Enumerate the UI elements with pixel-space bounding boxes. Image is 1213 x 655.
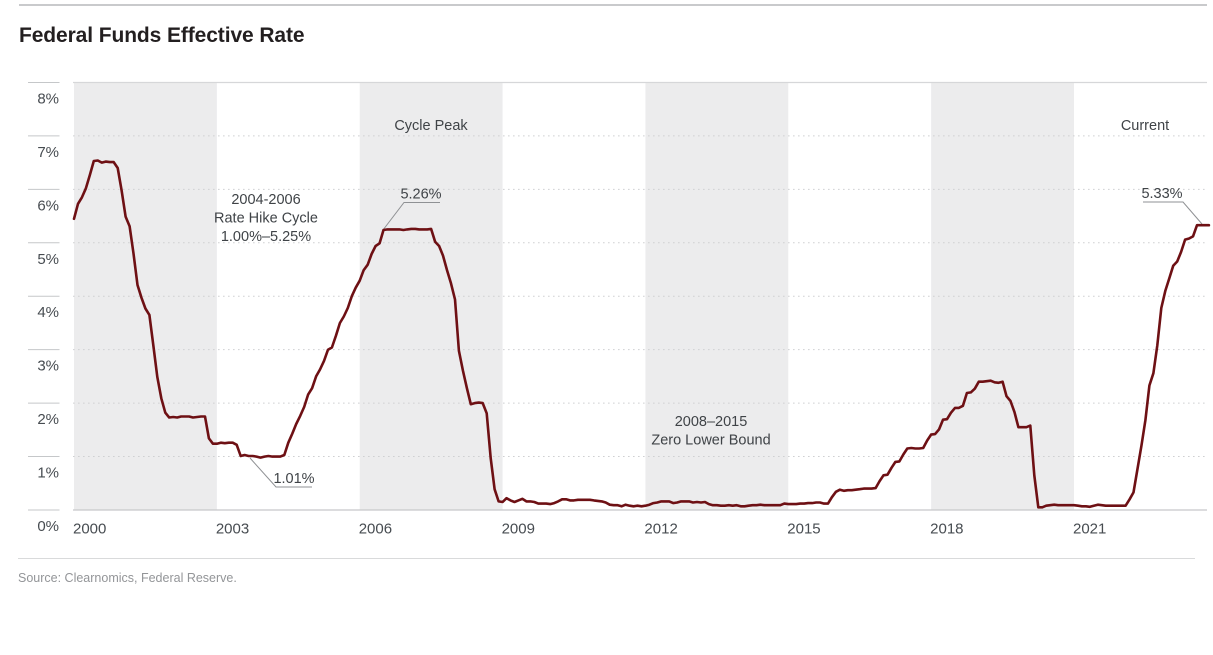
annotation-text: 5.33%: [1141, 186, 1182, 202]
rate-line: [72, 159, 1211, 509]
gridlines: [28, 81, 1207, 511]
y-axis-label: 3%: [37, 358, 59, 375]
source-note: Source: Clearnomics, Federal Reserve.: [18, 571, 237, 585]
x-axis-labels: 2000 2003 2006 2009 2012 2015 2018 2021: [73, 521, 1106, 538]
annotation-text: Rate Hike Cycle: [214, 211, 318, 227]
y-axis-label: 2%: [37, 411, 59, 428]
x-axis-label: 2009: [502, 521, 535, 538]
shaded-band: [931, 83, 1074, 510]
callout-leader-line: [1143, 201, 1203, 225]
y-axis-label: 4%: [37, 304, 59, 321]
annotation-text: 1.01%: [273, 471, 314, 487]
y-axis-label: 1%: [37, 465, 59, 482]
chart-title: Federal Funds Effective Rate: [19, 24, 305, 47]
annotation-text: 1.00%–5.25%: [221, 229, 311, 245]
y-axis-labels: 0% 1% 2% 3% 4% 5% 6% 7% 8%: [37, 90, 59, 535]
annotation-text: 5.26%: [400, 187, 441, 203]
y-axis-label: 8%: [37, 90, 59, 107]
annotation-current-callout: 5.33%: [1141, 186, 1203, 225]
annotation-text: 2004-2006: [231, 192, 300, 208]
callout-leader-line: [249, 457, 312, 488]
x-axis-label: 2000: [73, 521, 106, 538]
x-axis-label: 2018: [930, 521, 963, 538]
shaded-band: [74, 83, 217, 510]
x-axis-label: 2012: [644, 521, 677, 538]
x-axis-label: 2021: [1073, 521, 1106, 538]
x-axis-label: 2003: [216, 521, 249, 538]
x-axis-label: 2015: [787, 521, 820, 538]
top-rule: [19, 4, 1207, 6]
annotation-text: Current: [1121, 118, 1169, 134]
annotation-zero-lower-bound: 2008–2015 Zero Lower Bound: [651, 414, 770, 449]
annotation-text: Cycle Peak: [394, 118, 468, 134]
annotations: Cycle Peak 2004-2006 Rate Hike Cycle 1.00%–…: [214, 118, 1203, 488]
footer-divider: [18, 558, 1195, 559]
annotation-text: Zero Lower Bound: [651, 433, 770, 449]
annotation-current-label: Current: [1121, 118, 1169, 134]
annotation-rate-hike-cycle: 2004-2006 Rate Hike Cycle 1.00%–5.25%: [214, 192, 318, 245]
y-axis-label: 0%: [37, 518, 59, 535]
annotation-low-callout: 1.01%: [249, 457, 315, 488]
y-axis-label: 7%: [37, 144, 59, 161]
annotation-peak-callout: 5.26%: [382, 187, 442, 231]
annotation-cycle-peak: Cycle Peak: [394, 118, 468, 134]
shaded-band: [359, 83, 503, 510]
x-axis-label: 2006: [359, 521, 392, 538]
callout-leader-line: [382, 202, 440, 231]
annotation-text: 2008–2015: [675, 414, 748, 430]
y-axis-label: 6%: [37, 197, 59, 214]
y-axis-label: 5%: [37, 251, 59, 268]
